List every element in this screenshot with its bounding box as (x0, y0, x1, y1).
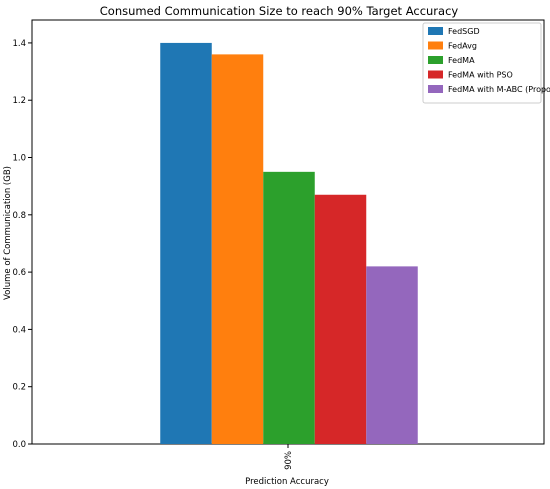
x-axis-label: Prediction Accuracy (245, 477, 329, 487)
legend-label: FedMA with M-ABC (Proposed) (448, 85, 550, 94)
y-tick-label: 1.2 (12, 96, 26, 106)
bar-fedsgd (160, 42, 212, 445)
bars (160, 42, 418, 445)
bar-fedavg (211, 54, 264, 444)
y-tick-label: 0.8 (12, 211, 26, 221)
legend-swatch (428, 85, 443, 93)
y-tick-label: 0.6 (12, 268, 26, 278)
x-axis: 90% (284, 444, 294, 470)
legend: FedSGD FedAvg FedMA FedMA with PSO FedMA wit… (422, 22, 550, 104)
y-axis: 0.0 0.2 0.4 0.6 0.8 1.0 1.2 1.4 (12, 39, 32, 450)
chart-title: Consumed Communication Size to reach 90%… (100, 4, 459, 18)
y-tick-label: 0.4 (12, 325, 26, 335)
legend-label: FedSGD (448, 27, 480, 36)
y-axis-label: Volume of Communication (GB) (3, 166, 13, 300)
legend-swatch (428, 27, 443, 35)
bar-fedma-with-pso (314, 194, 367, 444)
x-tick-label: 90% (284, 451, 294, 470)
bar-fedma-with-m-abc-proposed (366, 266, 418, 444)
legend-label: FedMA with PSO (448, 71, 513, 80)
legend-swatch (428, 56, 443, 64)
legend-frame (422, 22, 542, 104)
y-tick-label: 1.4 (12, 39, 26, 49)
legend-swatch (428, 41, 443, 50)
y-tick-label: 0.0 (12, 440, 26, 450)
y-tick-label: 1.0 (12, 154, 26, 164)
legend-swatch (428, 70, 443, 79)
bar-fedma (263, 171, 315, 445)
legend-label: FedAvg (448, 42, 477, 51)
legend-label: FedMA (448, 56, 475, 65)
y-tick-label: 0.2 (12, 383, 26, 393)
